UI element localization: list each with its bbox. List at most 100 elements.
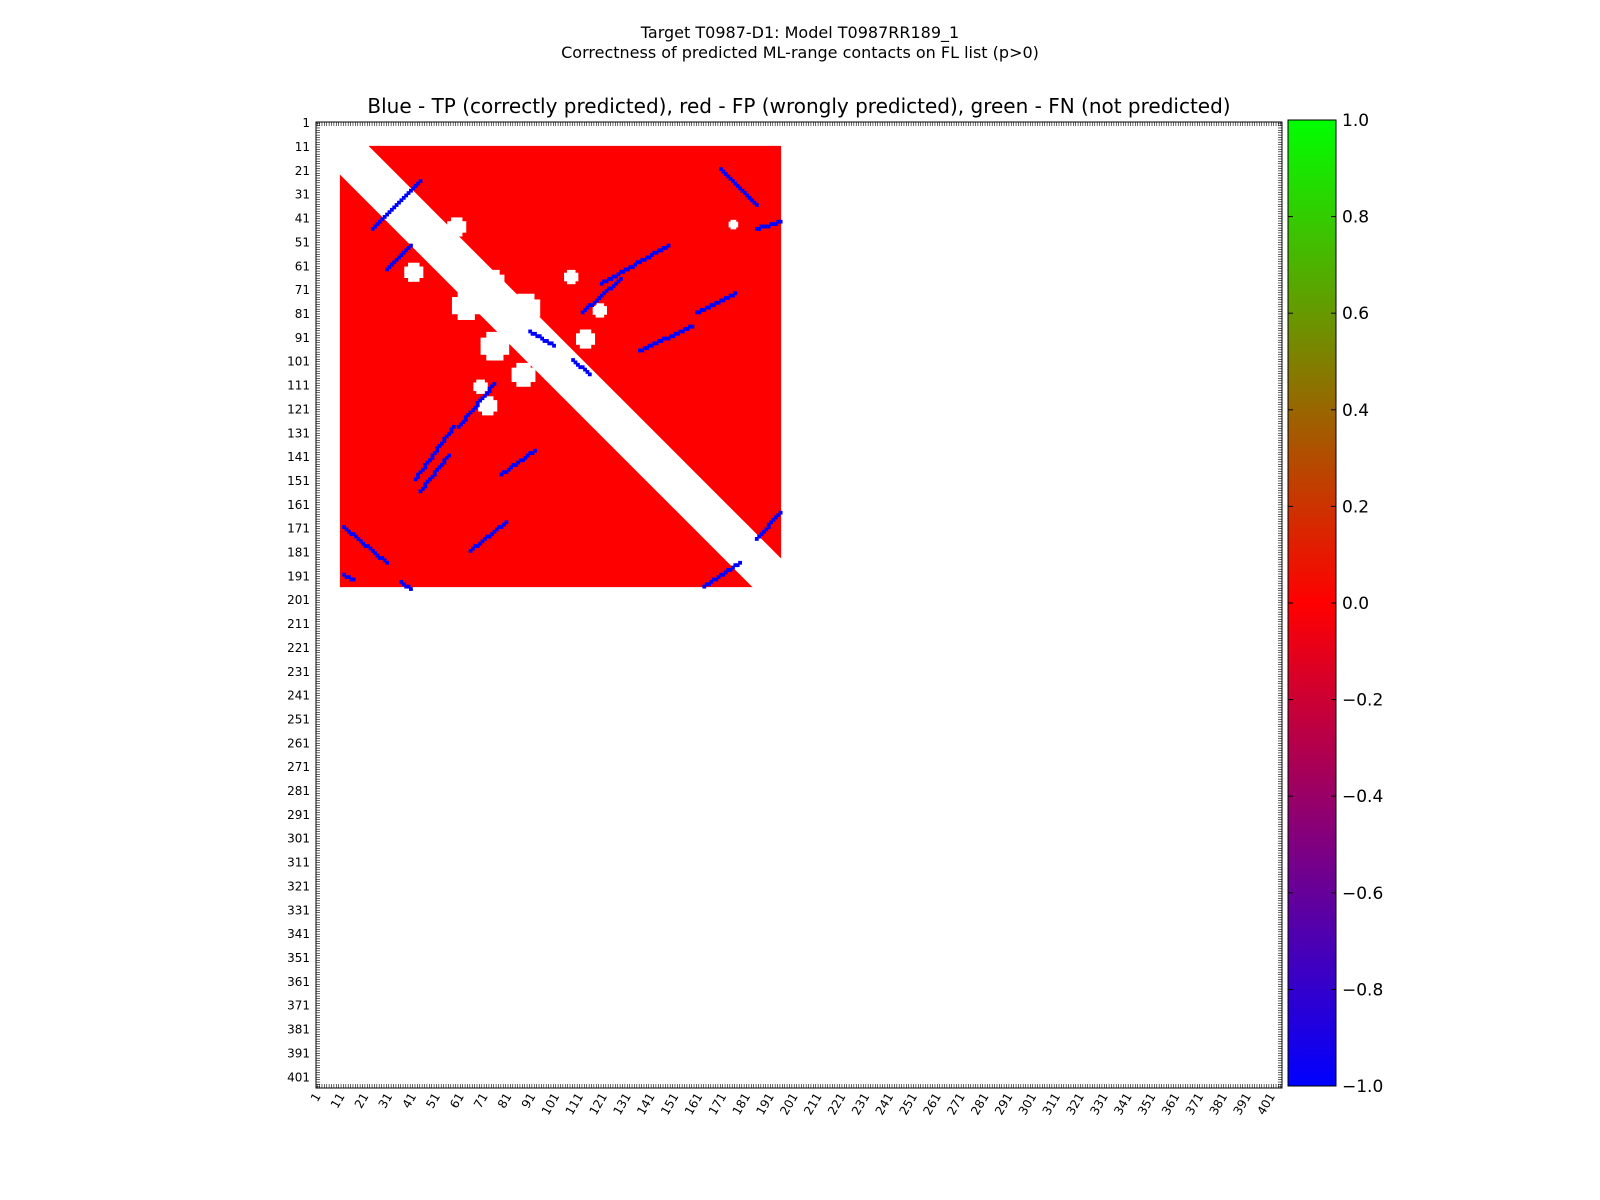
tp-cell — [444, 434, 449, 439]
tp-cell — [499, 472, 504, 477]
y-tick-label: 381 — [287, 1023, 310, 1037]
tp-cell — [611, 284, 616, 289]
tp-cell — [387, 265, 392, 269]
tp-cell — [375, 553, 380, 558]
x-tick-label: 321 — [1063, 1091, 1087, 1118]
y-tick-label: 261 — [287, 736, 310, 750]
tp-cell — [695, 310, 700, 315]
unpredicted-region — [482, 396, 494, 416]
tp-cell — [549, 341, 554, 346]
y-tick-label: 91 — [295, 331, 310, 345]
tp-cell — [766, 525, 771, 529]
tp-cell — [535, 334, 540, 339]
tp-cell — [645, 255, 649, 260]
y-tick-label: 201 — [287, 593, 310, 607]
tp-cell — [547, 341, 552, 346]
x-tick-label: 161 — [682, 1091, 706, 1118]
tp-cell — [406, 191, 411, 195]
unpredicted-region — [566, 269, 576, 285]
tp-cell — [480, 539, 485, 544]
tp-cell — [716, 575, 721, 580]
x-tick-label: 231 — [849, 1091, 873, 1118]
tp-cell — [425, 479, 430, 484]
y-tick-label: 1 — [302, 116, 310, 130]
tp-cell — [385, 560, 389, 565]
tp-cell — [358, 539, 363, 544]
x-tick-label: 271 — [944, 1091, 968, 1118]
x-tick-label: 61 — [447, 1091, 467, 1111]
tp-cell — [700, 308, 704, 312]
tp-cell — [728, 176, 733, 181]
x-tick-label: 361 — [1159, 1091, 1183, 1118]
tp-cell — [750, 198, 754, 203]
tp-cell — [649, 253, 654, 258]
colorbar-tick-label: −0.2 — [1342, 691, 1383, 711]
tp-cell — [661, 336, 666, 341]
tp-cell — [468, 548, 473, 553]
tp-cell — [552, 343, 556, 348]
y-tick-label: 341 — [287, 927, 310, 941]
tp-cell — [354, 534, 358, 539]
tp-cell — [759, 532, 764, 537]
tp-cell — [490, 532, 494, 537]
tp-cell — [473, 544, 478, 548]
tp-cell — [614, 281, 618, 286]
tp-cell — [380, 217, 385, 222]
x-tick-label: 281 — [968, 1091, 992, 1118]
tp-cell — [647, 255, 652, 260]
tp-cell — [652, 341, 657, 346]
tp-cell — [373, 224, 378, 229]
tp-cell — [523, 455, 528, 460]
tp-cell — [592, 300, 597, 305]
tp-cell — [471, 546, 475, 551]
heatmap-cells — [339, 145, 783, 591]
y-tick-label: 171 — [287, 522, 310, 536]
tp-cell — [418, 470, 423, 475]
tp-cell — [442, 439, 447, 444]
y-tick-label: 191 — [287, 569, 310, 583]
tp-cell — [485, 534, 490, 539]
x-tick-label: 211 — [801, 1091, 825, 1118]
tp-cell — [449, 429, 454, 434]
tp-cell — [544, 339, 549, 343]
y-tick-label: 291 — [287, 808, 310, 822]
tp-cell — [716, 300, 721, 305]
x-tick-label: 51 — [423, 1091, 443, 1111]
x-tick-label: 131 — [610, 1091, 634, 1118]
unpredicted-region — [451, 217, 463, 237]
tp-cell — [497, 525, 502, 529]
tp-cell — [630, 265, 635, 269]
colorbar-tick-label: −0.6 — [1342, 884, 1383, 904]
tp-cell — [709, 579, 714, 584]
tp-cell — [766, 522, 771, 527]
x-tick-label: 41 — [399, 1091, 419, 1111]
tp-cell — [747, 195, 752, 200]
y-tick-label: 51 — [295, 235, 310, 249]
tp-cell — [735, 563, 740, 568]
x-tick-label: 101 — [539, 1091, 563, 1118]
x-tick-label: 251 — [897, 1091, 921, 1118]
tp-cell — [580, 310, 585, 315]
tp-cell — [482, 537, 487, 541]
tp-cell — [647, 343, 652, 348]
tp-cell — [719, 298, 723, 303]
tp-cell — [506, 467, 511, 472]
tp-cell — [533, 331, 537, 336]
tp-cell — [435, 448, 440, 453]
tp-cell — [420, 486, 425, 491]
tp-cell — [430, 475, 435, 479]
tp-cell — [640, 348, 645, 353]
tp-cell — [757, 534, 762, 539]
x-tick-label: 261 — [920, 1091, 944, 1118]
x-tick-label: 81 — [495, 1091, 515, 1111]
tp-cell — [759, 224, 764, 229]
tp-cell — [606, 286, 611, 291]
colorbar-tick-label: −0.4 — [1342, 787, 1383, 807]
y-tick-label: 391 — [287, 1046, 310, 1060]
x-tick-label: 311 — [1040, 1091, 1064, 1118]
tp-cell — [401, 250, 406, 255]
unpredicted-region — [517, 293, 535, 323]
tp-cell — [344, 527, 349, 532]
tp-cell — [721, 572, 726, 577]
